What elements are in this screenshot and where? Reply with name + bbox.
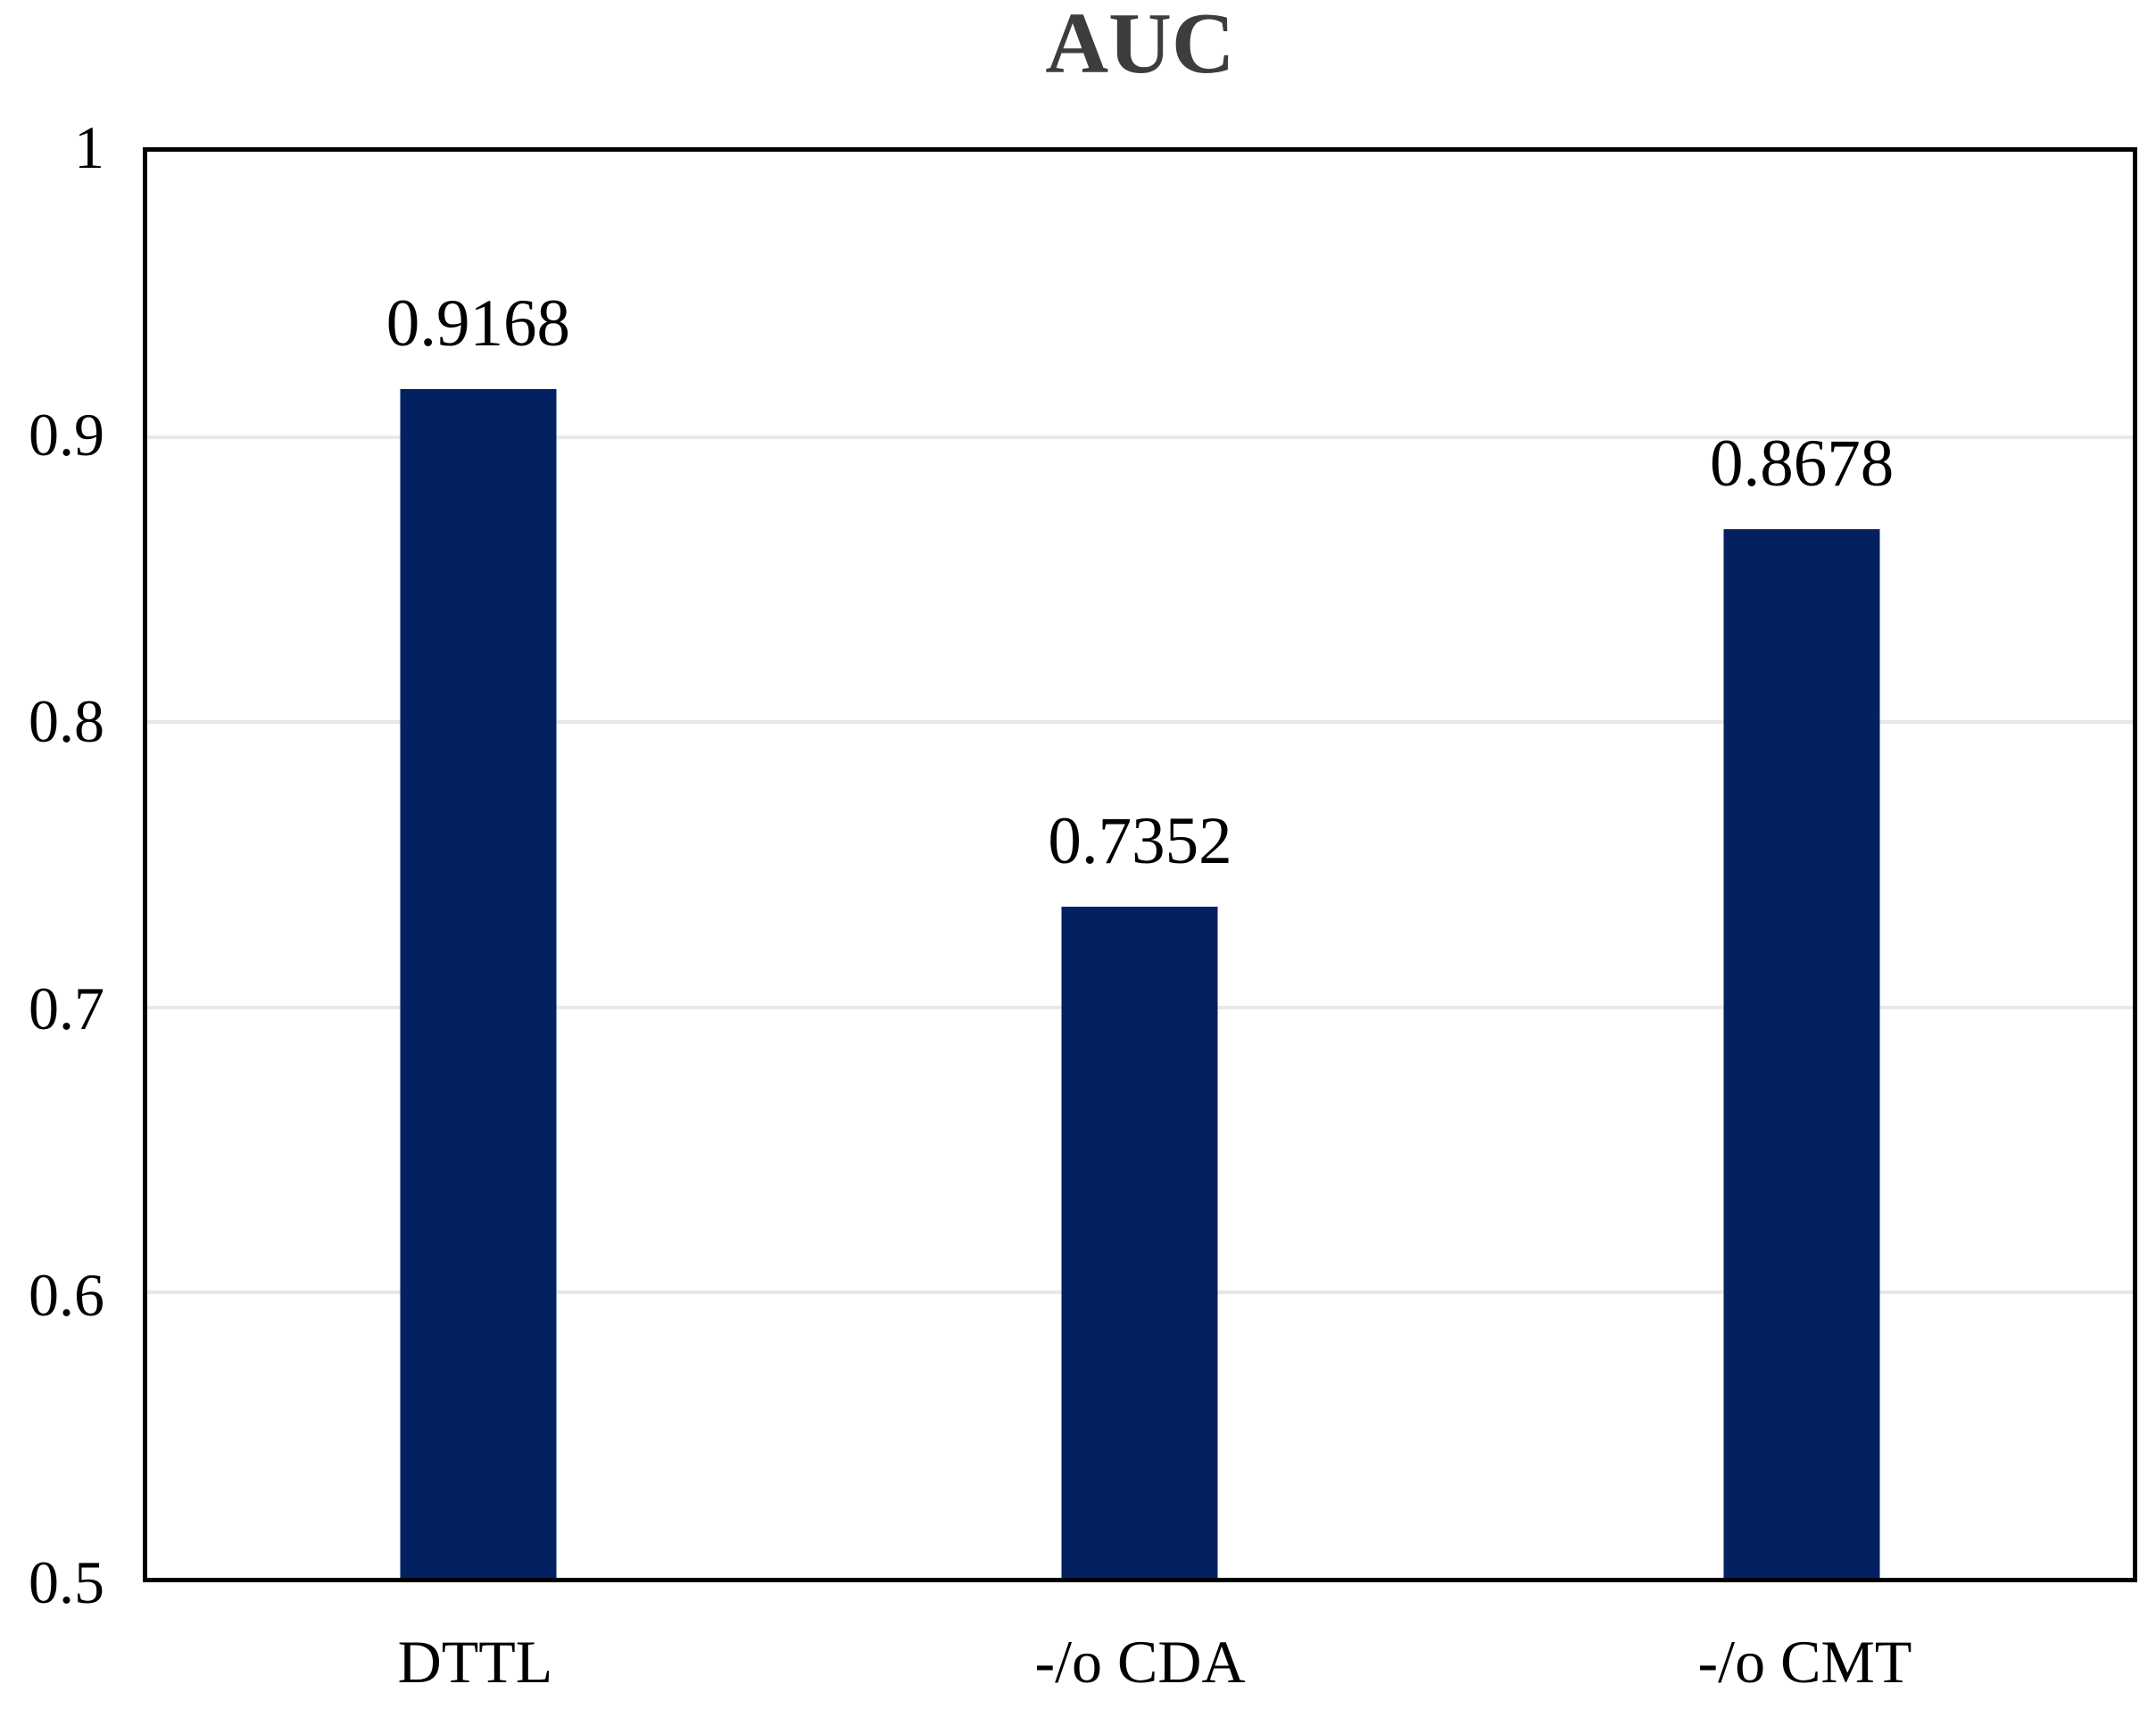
- x-axis: DTTL -/o CDA -/o CMT: [143, 1582, 2137, 1709]
- y-tick-label: 0.7: [29, 974, 104, 1042]
- category-label-o-cmt: -/o CMT: [1697, 1628, 1912, 1696]
- bar-value-label: 0.7352: [1048, 804, 1232, 879]
- y-axis: 1 0.9 0.8 0.7 0.6 0.5: [0, 117, 129, 1613]
- gridline: [147, 435, 2133, 439]
- bar-o-cmt: [1723, 528, 1880, 1578]
- y-tick-label: 0.9: [29, 400, 104, 469]
- y-tick-label: 0.8: [29, 687, 104, 756]
- bar-group-o-cmt: 0.8678: [1471, 152, 2133, 1578]
- y-tick-label: 1: [74, 113, 104, 181]
- bar-o-cda: [1061, 907, 1218, 1578]
- bar-value-label: 0.9168: [386, 286, 570, 361]
- bar-group-o-cda: 0.7352: [809, 152, 1472, 1578]
- y-tick-label: 0.6: [29, 1261, 104, 1330]
- bar-group-dttl: 0.9168: [147, 152, 809, 1578]
- gridline: [147, 720, 2133, 725]
- chart-title: AUC: [1045, 0, 1235, 92]
- plot-area: 0.9168 0.7352 0.8678: [143, 147, 2137, 1582]
- bar-dttl: [400, 388, 557, 1578]
- category-label-dttl: DTTL: [397, 1628, 553, 1696]
- bar-value-label: 0.8678: [1710, 426, 1895, 501]
- y-tick-label: 0.5: [29, 1548, 104, 1616]
- category-label-o-cda: -/o CDA: [1034, 1628, 1246, 1696]
